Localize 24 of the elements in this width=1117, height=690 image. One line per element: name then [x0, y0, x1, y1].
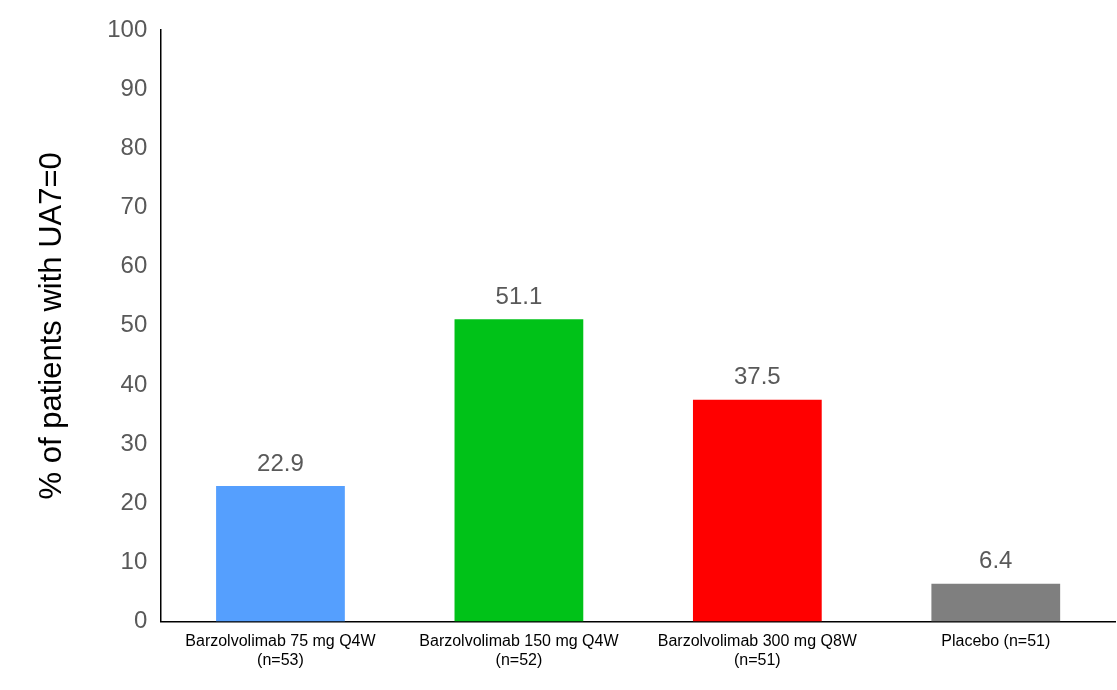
x-tick-label: Barzolvolimab 75 mg Q4W (n=53) [185, 631, 377, 668]
y-tick-label: 40 [120, 369, 148, 397]
y-tick-label: 50 [120, 310, 148, 338]
data-label: 6.4 [979, 546, 1013, 574]
bar [454, 319, 584, 622]
y-tick-label: 20 [120, 487, 148, 515]
data-label: 51.1 [495, 281, 543, 309]
bar [216, 486, 345, 622]
y-tick-label: 80 [120, 132, 148, 160]
y-axis-title: % of patients with UA7=0 [33, 152, 69, 500]
y-tick-label: 10 [120, 547, 148, 575]
data-label: 22.9 [257, 448, 304, 476]
y-tick-label: 90 [120, 73, 148, 101]
x-tick-label: Placebo (n=51) [941, 631, 1051, 649]
y-tick-label: 30 [120, 428, 148, 456]
y-tick-label: 70 [120, 192, 148, 220]
x-tick-label: Barzolvolimab 300 mg Q8W (n=51) [657, 631, 858, 668]
y-tick-label: 0 [133, 606, 148, 634]
y-tick-label: 100 [107, 14, 148, 42]
data-label: 37.5 [733, 362, 781, 390]
x-tick-label: Barzolvolimab 150 mg Q4W (n=52) [419, 631, 620, 668]
y-tick-label: 60 [120, 251, 148, 279]
bar [931, 583, 1061, 622]
bar [692, 399, 822, 622]
